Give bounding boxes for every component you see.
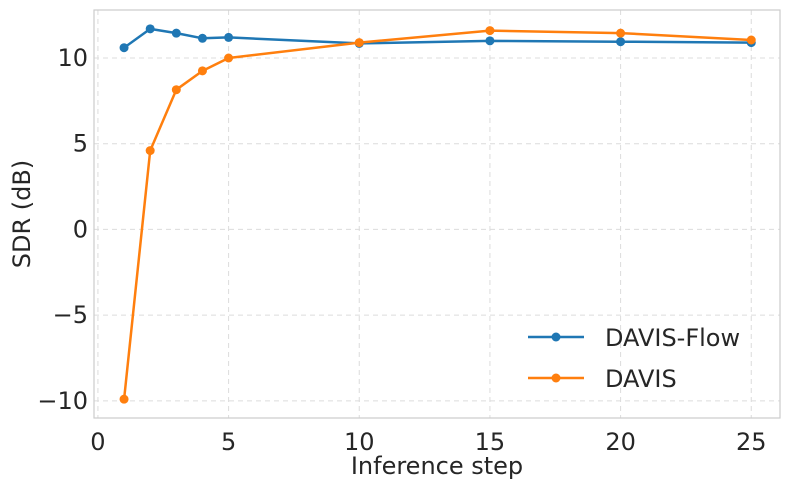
axis-ticks: 0 5 10 15 20 25 −10 −5 0 5 10	[37, 44, 766, 456]
data-series	[119, 24, 756, 404]
series-line-davis-flow	[122, 27, 753, 49]
data-point-davis	[171, 85, 181, 95]
y-tick-label: −10	[37, 387, 88, 415]
legend-marker-davis	[551, 373, 561, 383]
y-tick-label: 10	[57, 44, 88, 72]
x-tick-label: 25	[736, 428, 767, 456]
data-point-davis	[354, 38, 364, 48]
y-tick-label: −5	[53, 301, 88, 329]
x-axis-label: Inference step	[351, 452, 523, 480]
data-point-davis	[616, 28, 626, 38]
y-tick-label: 5	[73, 130, 88, 158]
legend-marker-davis-flow	[551, 332, 561, 342]
x-tick-label: 0	[90, 428, 105, 456]
data-point-davis	[224, 53, 234, 63]
y-axis-label: SDR (dB)	[8, 160, 36, 268]
data-point-davis-flow	[145, 24, 155, 34]
legend-label-davis: DAVIS	[605, 365, 677, 393]
data-point-davis	[145, 146, 155, 156]
data-point-davis	[119, 394, 129, 404]
plot-frame	[93, 9, 781, 419]
data-point-davis	[197, 66, 207, 76]
data-point-davis-flow	[171, 28, 181, 38]
grid-lines	[94, 10, 780, 418]
data-point-davis	[746, 35, 756, 45]
data-point-davis-flow	[197, 33, 207, 43]
legend-label-davis-flow: DAVIS-Flow	[605, 324, 740, 352]
x-tick-label: 5	[221, 428, 236, 456]
x-tick-label: 20	[605, 428, 636, 456]
data-point-davis-flow	[485, 36, 495, 46]
x-tick-label: 10	[344, 428, 375, 456]
legend: DAVIS-Flow DAVIS	[528, 324, 740, 393]
data-point-davis-flow	[119, 43, 129, 53]
data-point-davis-flow	[224, 32, 234, 42]
data-point-davis	[485, 26, 495, 36]
y-tick-label: 0	[73, 215, 88, 243]
x-tick-label: 15	[475, 428, 506, 456]
data-point-davis-flow	[616, 37, 626, 47]
